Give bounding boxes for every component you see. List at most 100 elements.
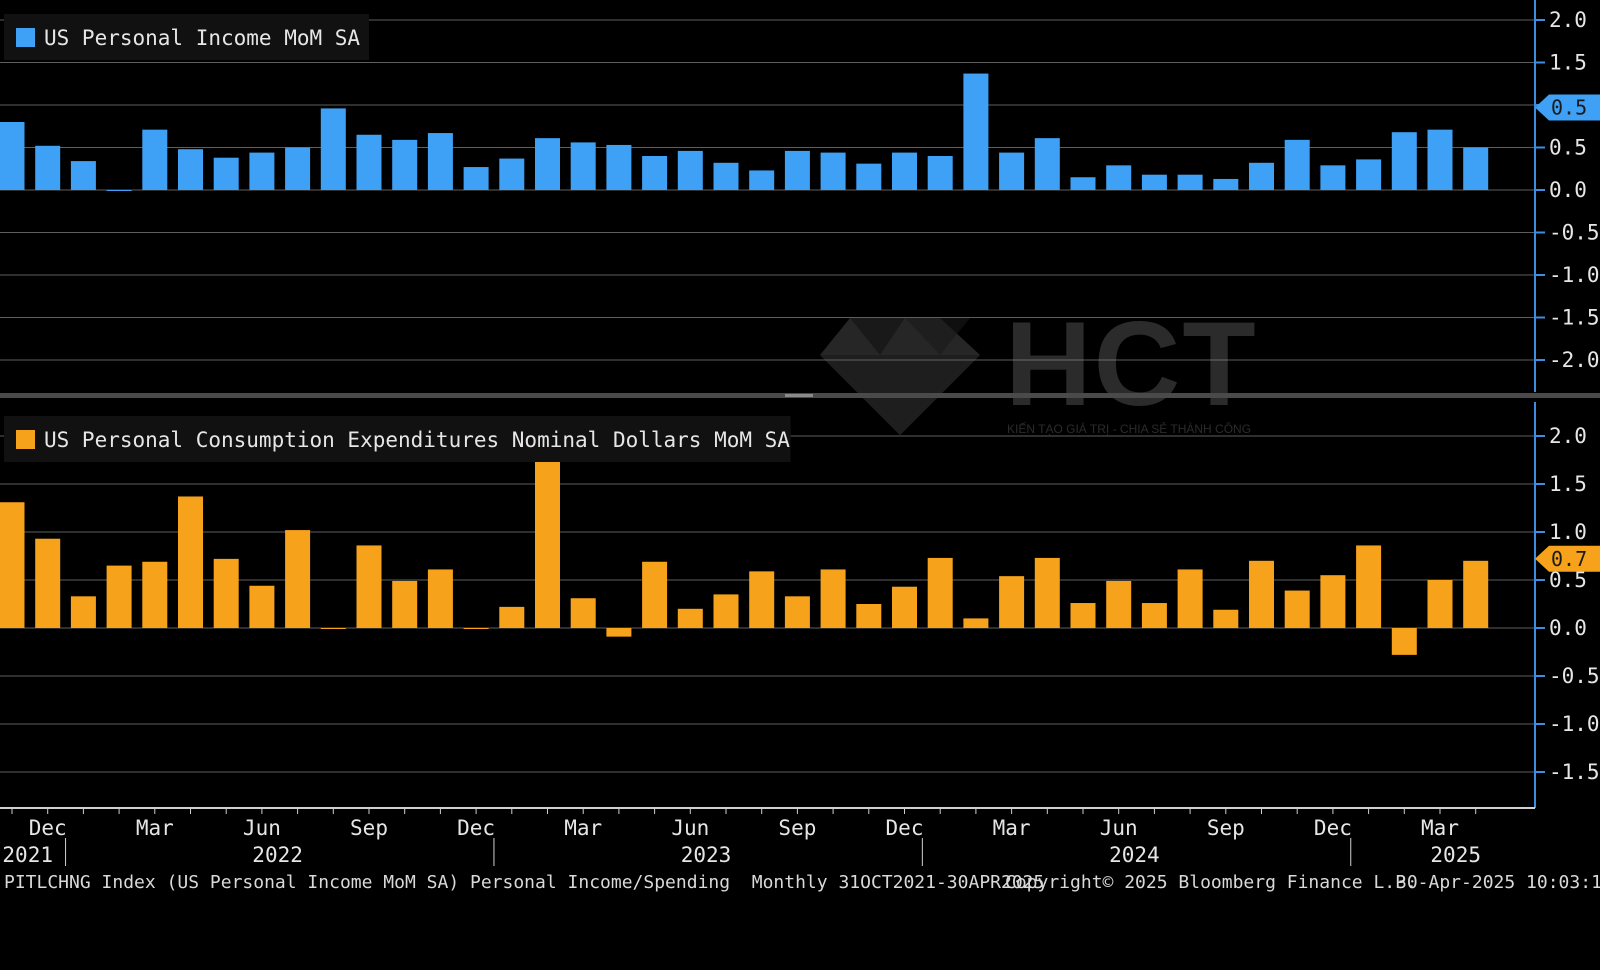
bar (1034, 138, 1060, 190)
x-month-label: Dec (1314, 816, 1352, 840)
bar (535, 138, 560, 190)
bar (1070, 177, 1096, 190)
legend-label: US Personal Consumption Expenditures Nom… (44, 428, 790, 452)
legend: US Personal Consumption Expenditures Nom… (4, 416, 791, 462)
bar (70, 596, 96, 628)
legend: US Personal Income MoM SA (4, 14, 369, 60)
bar (1463, 560, 1489, 628)
bar (1284, 590, 1310, 628)
bar (749, 170, 775, 190)
bar (820, 569, 846, 628)
legend-box (4, 14, 369, 60)
bar (1106, 165, 1132, 190)
y-tick-label: 0.5 (1549, 568, 1587, 592)
x-month-label: Dec (29, 816, 67, 840)
legend-swatch (16, 430, 35, 449)
bar (963, 618, 989, 628)
x-month-label: Mar (564, 816, 602, 840)
bar (713, 594, 739, 628)
bar (677, 608, 703, 628)
bar (820, 152, 846, 190)
bar (392, 580, 418, 628)
bar (499, 158, 525, 190)
x-year-label: 2023 (681, 843, 732, 867)
divider-handle[interactable] (785, 394, 813, 397)
bar (178, 149, 203, 190)
bar (1177, 174, 1203, 190)
x-year-label: 2021 (2, 843, 53, 867)
y-tick-label: -0.5 (1549, 221, 1600, 245)
y-tick-label: 2.0 (1549, 8, 1587, 32)
bar (285, 147, 311, 190)
bar (106, 190, 132, 191)
bar (249, 585, 275, 628)
income-panel: 2.01.51.00.50.0-0.5-1.0-1.5-2.0US Person… (0, 0, 1600, 392)
bar (570, 598, 596, 628)
last-value-label: 0.7 (1551, 547, 1587, 571)
y-tick-label: 1.5 (1549, 51, 1587, 75)
bar (356, 545, 382, 628)
bar (0, 122, 25, 190)
bar (856, 163, 882, 190)
y-tick-label: 0.0 (1549, 616, 1587, 640)
bar (1320, 575, 1346, 628)
bar (1320, 165, 1346, 190)
x-month-label: Jun (1100, 816, 1138, 840)
legend-label: US Personal Income MoM SA (44, 26, 360, 50)
footer-timestamp: 30-Apr-2025 10:03:16 (1396, 872, 1600, 893)
bar (1070, 603, 1096, 628)
bar (0, 502, 25, 628)
footer-source: PITLCHNG Index (US Personal Income MoM S… (4, 872, 1045, 893)
bar (392, 139, 418, 190)
y-tick-label: 1.5 (1549, 472, 1587, 496)
bar (1106, 580, 1132, 628)
watermark-brand: HCT (1005, 297, 1258, 431)
bar (606, 144, 632, 190)
last-value-tag (1535, 94, 1600, 121)
bar (213, 558, 239, 628)
y-tick-label: -1.5 (1549, 760, 1600, 784)
bar (1249, 560, 1274, 628)
bar (178, 496, 203, 628)
bar (1141, 603, 1167, 628)
pce-panel: 2.0 1.5 1.0 0.5 0.0 -0.5 -1.0 -1.5 US Personal C… (0, 402, 1600, 808)
bar (1391, 132, 1417, 190)
x-month-label: Mar (1421, 816, 1459, 840)
footer: PITLCHNG Index (US Personal Income MoM S… (0, 870, 1600, 895)
y-tick-label: -1.0 (1549, 263, 1600, 287)
bar (499, 606, 525, 628)
y-tick-label: -0.5 (1549, 664, 1600, 688)
bar (463, 628, 489, 629)
bar (427, 569, 453, 628)
bar (356, 134, 382, 190)
bar (1034, 557, 1060, 628)
bar (70, 161, 96, 190)
x-month-label: Sep (1207, 816, 1245, 840)
y-tick-label: -2.0 (1549, 348, 1600, 372)
x-month-label: Jun (671, 816, 709, 840)
bar (749, 571, 775, 628)
bar (1284, 139, 1310, 190)
bar (1463, 147, 1489, 190)
x-month-label: Dec (457, 816, 495, 840)
bar (570, 142, 596, 190)
bar (1356, 545, 1382, 628)
y-tick-label: -1.0 (1549, 712, 1600, 736)
x-year-label: 2024 (1109, 843, 1160, 867)
bar (463, 167, 489, 190)
bar (784, 596, 810, 628)
bar (1249, 162, 1274, 190)
bar (1177, 569, 1203, 628)
bar (927, 557, 953, 628)
y-tick-label: 2.0 (1549, 424, 1587, 448)
bar (213, 157, 239, 190)
bar (106, 565, 132, 628)
x-year-label: 2022 (252, 843, 303, 867)
y-tick-label: -1.5 (1549, 306, 1600, 330)
y-tick-label: 1.0 (1549, 520, 1587, 544)
bar (892, 152, 917, 190)
bar (1213, 178, 1239, 190)
bar (1356, 159, 1382, 190)
bar (999, 576, 1025, 628)
watermark-tagline: KIẾN TẠO GIÁ TRỊ - CHIA SẺ THÀNH CÔNG (1007, 421, 1251, 436)
